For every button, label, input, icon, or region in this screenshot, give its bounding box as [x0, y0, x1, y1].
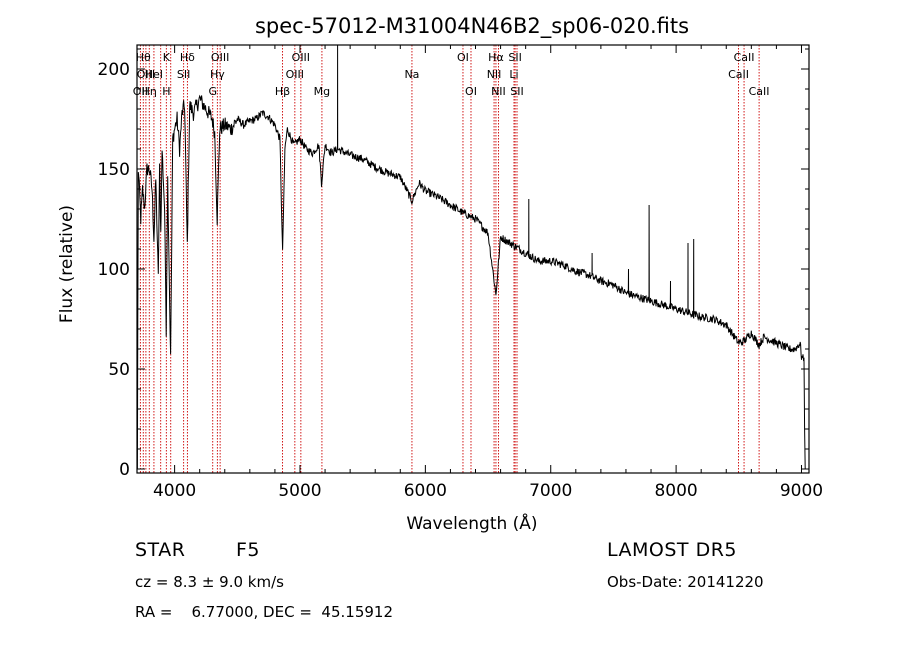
emission-line-labels: OIIHθOIIIHηHeIKHSIIHδGHγOIIIHβOIIIOIIIMg… [133, 51, 770, 98]
y-tick-label: 200 [98, 60, 130, 80]
line-label: SII [510, 85, 523, 98]
line-label: OIII [292, 51, 310, 64]
y-tick-label: 50 [108, 360, 130, 380]
survey-name: LAMOST DR5 [607, 539, 737, 561]
line-label: CaII [734, 51, 755, 64]
x-tick-label: 7000 [529, 481, 572, 501]
line-label: OI [457, 51, 469, 64]
line-label: H [162, 85, 170, 98]
spectrum-line [136, 44, 808, 470]
line-label: HeI [145, 68, 163, 81]
line-label: SII [508, 51, 521, 64]
line-label: Li [509, 68, 518, 81]
line-label: NII [487, 68, 502, 81]
x-tick-label: 4000 [153, 481, 196, 501]
line-label: CaII [728, 68, 749, 81]
line-label: NII [491, 85, 506, 98]
object-class: STAR [135, 539, 186, 561]
y-tick-label: 100 [98, 260, 130, 280]
y-tick-label: 0 [119, 460, 130, 480]
axis-ticks: 4000 5000 6000 7000 8000 9000 0 50 100 150 200 [98, 45, 823, 501]
x-tick-label: 8000 [654, 481, 697, 501]
line-label: G [208, 85, 217, 98]
line-label: Hδ [180, 51, 195, 64]
line-label: Hα [488, 51, 504, 64]
x-tick-label: 9000 [780, 481, 823, 501]
line-label: Na [404, 68, 419, 81]
chart-title: spec-57012-M31004N46B2_sp06-020.fits [255, 14, 689, 39]
coordinates: RA = 6.77000, DEC = 45.15912 [135, 603, 393, 621]
y-axis-label: Flux (relative) [57, 205, 77, 323]
spectral-subclass: F5 [236, 539, 261, 561]
x-tick-label: 6000 [404, 481, 447, 501]
line-label: OIII [286, 68, 304, 81]
y-tick-label: 150 [98, 160, 130, 180]
x-axis-label: Wavelength (Å) [406, 512, 537, 534]
x-tick-label: 5000 [278, 481, 321, 501]
obs-date: Obs-Date: 20141220 [607, 573, 764, 591]
line-label: Hβ [275, 85, 290, 98]
line-label: Hθ [136, 51, 151, 64]
plot-frame [136, 44, 810, 474]
emission-line-markers [139, 45, 760, 473]
line-label: Mg [314, 85, 330, 98]
line-label: Hγ [210, 68, 225, 81]
line-label: CaII [749, 85, 770, 98]
line-label: OIII [137, 68, 155, 81]
line-label: OIII [211, 51, 229, 64]
redshift-readout: cz = 8.3 ± 9.0 km/s [135, 573, 284, 591]
line-label: OI [465, 85, 477, 98]
line-label: Hη [142, 85, 157, 98]
line-label: SII [177, 68, 190, 81]
line-label: K [163, 51, 171, 64]
